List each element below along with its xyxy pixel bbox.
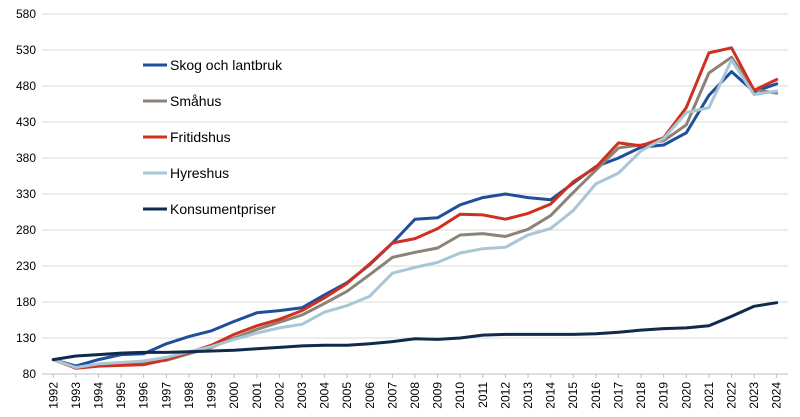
series-line-5 [51, 301, 779, 362]
legend-label: Skog och lantbruk [170, 57, 283, 73]
y-tick-label: 430 [16, 115, 36, 129]
legend: Skog och lantbruk Småhus Fritidshus Hyreshu… [143, 57, 283, 217]
x-tick-label: 2006 [363, 382, 377, 409]
legend-label: Småhus [170, 93, 221, 109]
legend-label: Hyreshus [170, 165, 229, 181]
x-tick-label: 2012 [498, 382, 512, 409]
x-tick-label: 1995 [114, 382, 128, 409]
y-tick-label: 80 [23, 367, 37, 381]
y-tick-label: 230 [16, 259, 36, 273]
y-tick-label: 330 [16, 187, 36, 201]
x-tick-label: 2011 [476, 382, 490, 408]
x-tick-label: 2016 [589, 382, 603, 409]
x-tick-label: 2024 [770, 382, 784, 409]
x-tick-label: 2014 [544, 382, 558, 409]
y-tick-label: 580 [16, 7, 36, 21]
x-tick-label: 1992 [46, 382, 60, 409]
x-tick-label: 2008 [408, 382, 422, 409]
x-tick-label: 2000 [227, 382, 241, 409]
series-line-3 [51, 46, 779, 370]
x-tick-label: 2020 [679, 382, 693, 409]
x-tick-label: 2004 [318, 382, 332, 409]
x-tick-label: 2023 [747, 382, 761, 409]
x-tick-label: 2009 [431, 382, 445, 409]
x-tick-label: 2013 [521, 382, 535, 409]
x-axis: 1992 1993 1994 1995 1996 1997 1998 1999 2000 2001… [46, 374, 784, 409]
series-layer [51, 46, 779, 370]
legend-label: Konsumentpriser [170, 201, 276, 217]
x-tick-label: 1996 [137, 382, 151, 409]
x-tick-label: 1998 [182, 382, 196, 409]
x-tick-label: 1993 [69, 382, 83, 409]
x-tick-label: 2002 [272, 382, 286, 409]
x-tick-label: 2003 [295, 382, 309, 409]
y-axis: 80 130 180 230 280 330 380 430 480 530 580 [16, 7, 36, 381]
series-line-1 [51, 70, 779, 368]
x-tick-label: 2022 [724, 382, 738, 409]
x-tick-label: 2007 [385, 382, 399, 409]
x-tick-label: 1994 [92, 382, 106, 409]
y-tick-label: 530 [16, 43, 36, 57]
x-tick-label: 1999 [205, 382, 219, 409]
grid-layer [42, 13, 788, 375]
y-tick-label: 130 [16, 331, 36, 345]
x-tick-label: 2019 [657, 382, 671, 409]
series-line-4 [51, 58, 779, 369]
x-tick-label: 2018 [634, 382, 648, 409]
x-tick-label: 2021 [702, 382, 716, 409]
y-tick-label: 380 [16, 151, 36, 165]
x-tick-label: 2017 [611, 382, 625, 409]
x-tick-label: 2005 [340, 382, 354, 409]
x-tick-label: 1997 [159, 382, 173, 409]
y-tick-label: 280 [16, 223, 36, 237]
y-tick-label: 480 [16, 79, 36, 93]
x-tick-label: 2015 [566, 382, 580, 409]
x-tick-label: 2010 [453, 382, 467, 409]
x-tick-label: 2001 [250, 382, 264, 409]
series-line-2 [51, 55, 779, 369]
legend-label: Fritidshus [170, 129, 231, 145]
y-tick-label: 180 [16, 295, 36, 309]
